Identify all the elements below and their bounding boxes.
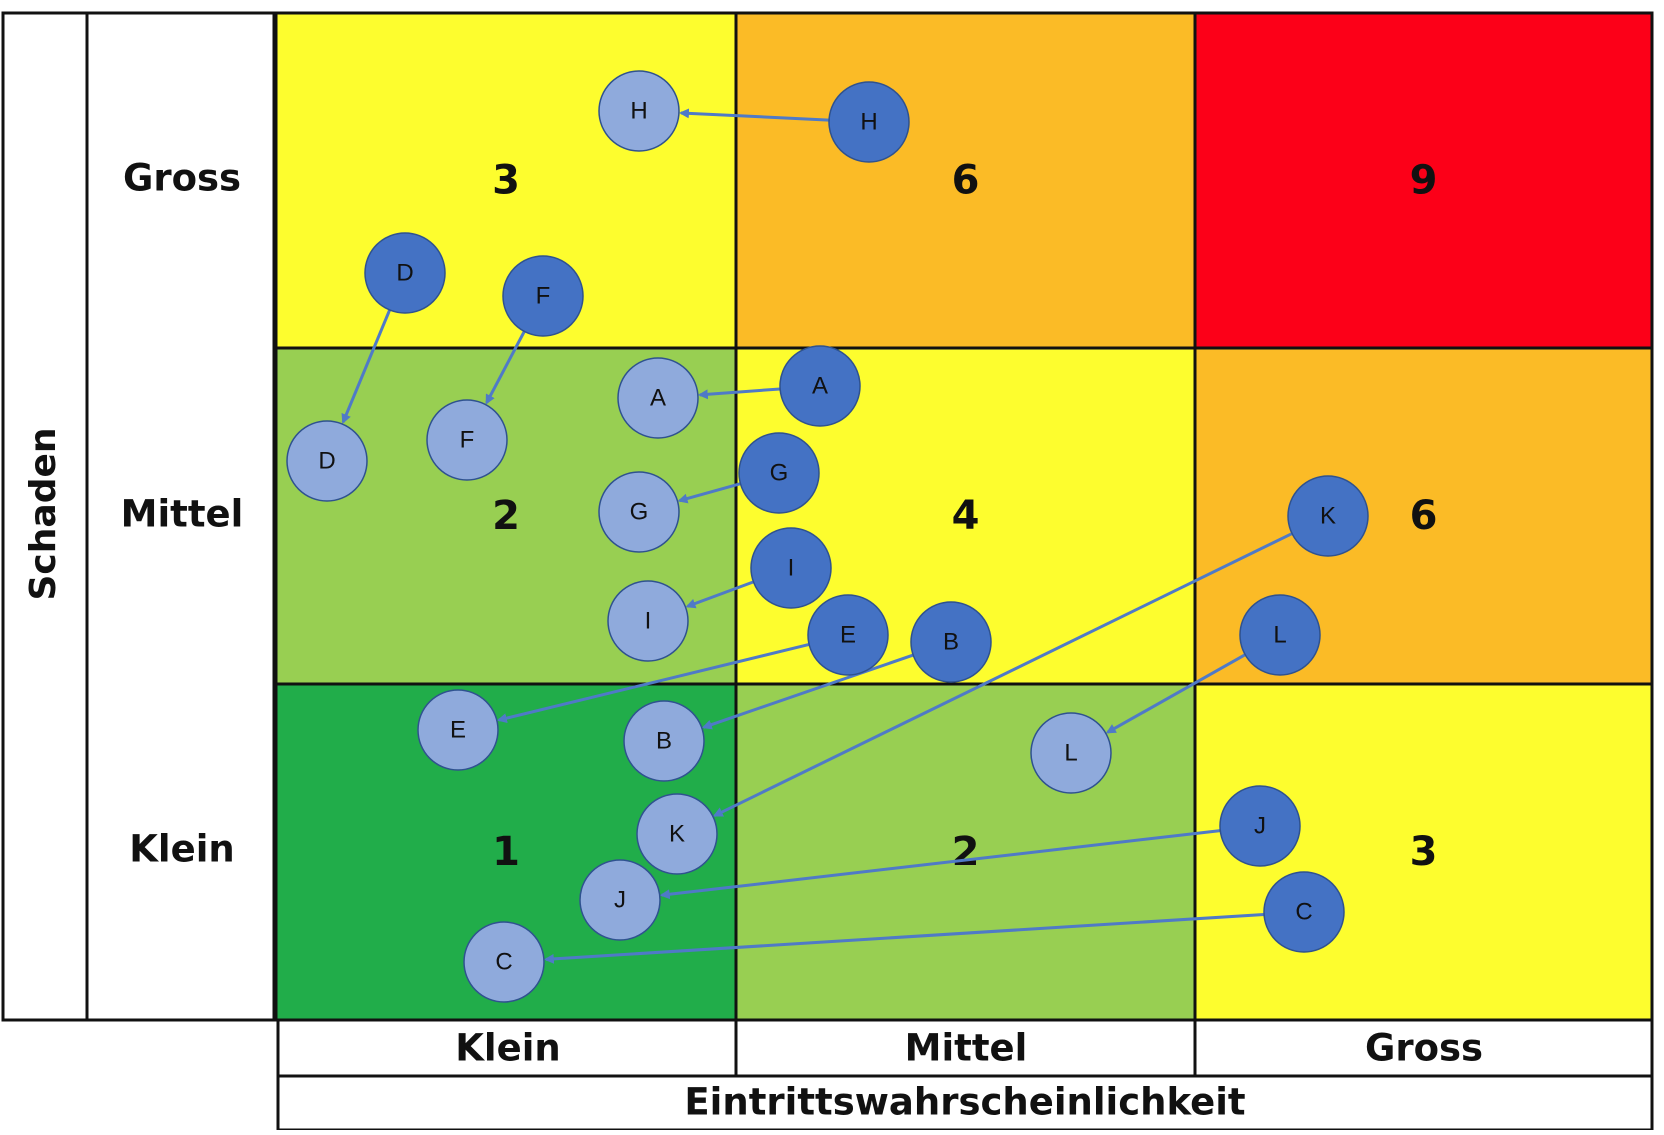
- risk-marker-label: E: [450, 716, 466, 743]
- risk-marker-label: B: [943, 628, 959, 655]
- y-axis-title-frame: [1, 11, 89, 1022]
- risk-marker-label: L: [1064, 739, 1077, 766]
- matrix-cell-r0-c1: [734, 11, 1197, 350]
- row-label-gross: Gross: [123, 157, 241, 200]
- matrix-cell-value: 9: [1410, 158, 1438, 204]
- risk-marker-before-g: G: [738, 432, 820, 514]
- risk-marker-label: L: [1273, 621, 1286, 648]
- risk-marker-label: F: [536, 282, 551, 309]
- risk-marker-label: D: [396, 259, 413, 286]
- risk-marker-label: K: [1320, 502, 1336, 529]
- col-label-klein: Klein: [455, 1027, 560, 1070]
- risk-marker-after-a: A: [617, 357, 699, 439]
- risk-marker-after-l: L: [1030, 712, 1112, 794]
- arrow-h: [678, 108, 830, 122]
- arrow-d: [341, 309, 392, 425]
- risk-marker-label: B: [656, 727, 672, 754]
- arrow-i: [685, 580, 755, 609]
- arrow-g: [677, 482, 741, 504]
- arrow-f: [485, 330, 526, 405]
- risk-marker-label: F: [460, 426, 475, 453]
- risk-marker-label: C: [1295, 898, 1312, 925]
- col-label-gross: Gross: [1365, 1027, 1483, 1070]
- risk-marker-after-i: I: [607, 580, 689, 662]
- row-label-mittel: Mittel: [121, 493, 244, 536]
- risk-marker-before-d: D: [364, 232, 446, 314]
- row-labels-frame: [85, 11, 276, 1022]
- risk-marker-label: C: [495, 948, 512, 975]
- risk-marker-label: G: [630, 498, 649, 525]
- y-axis-title: Schaden: [23, 427, 64, 600]
- x-axis-title-frame: [276, 1074, 1654, 1132]
- risk-marker-before-l: L: [1239, 594, 1321, 676]
- matrix-cell-value: 4: [952, 493, 980, 539]
- matrix-cells: 3 6 9 2 4 6 1 2 3: [274, 11, 1654, 1022]
- risk-marker-after-b: B: [623, 700, 705, 782]
- risk-marker-label: J: [1254, 812, 1266, 839]
- risk-marker-after-j: J: [579, 859, 661, 941]
- arrow-c: [543, 912, 1265, 964]
- arrow-l: [1105, 653, 1246, 734]
- x-axis-title: Eintrittswahrscheinlichkeit: [684, 1081, 1245, 1124]
- risk-marker-label: G: [770, 459, 789, 486]
- matrix-cell-value: 3: [492, 158, 520, 204]
- risk-marker-after-g: G: [598, 471, 680, 553]
- risk-marker-label: A: [650, 384, 666, 411]
- matrix-cell-r2-c1: [734, 682, 1197, 1022]
- matrix-cell-value: 2: [952, 829, 980, 875]
- matrix-cell-value: 6: [952, 158, 980, 204]
- risk-marker-label: I: [645, 607, 652, 634]
- risk-marker-before-c: C: [1263, 871, 1345, 953]
- risk-marker-before-a: A: [779, 345, 861, 427]
- risk-marker-label: J: [614, 886, 626, 913]
- risk-marker-label: A: [812, 372, 828, 399]
- arrow-j: [659, 829, 1221, 900]
- risk-marker-before-h: H: [828, 81, 910, 163]
- row-label-klein: Klein: [129, 828, 234, 871]
- risk-markers: A A B B C C D D E E F F G G H H I I J J K K L L: [286, 70, 1369, 1003]
- risk-marker-label: K: [669, 820, 685, 847]
- risk-marker-label: H: [860, 108, 877, 135]
- movement-arrows: [341, 108, 1293, 964]
- risk-marker-before-f: F: [502, 255, 584, 337]
- arrow-k: [712, 532, 1293, 817]
- arrow-b: [701, 653, 914, 730]
- arrow-e: [496, 643, 810, 724]
- risk-marker-label: H: [630, 97, 647, 124]
- risk-marker-after-f: F: [426, 399, 508, 481]
- risk-marker-before-b: B: [910, 601, 992, 683]
- risk-marker-label: D: [318, 447, 335, 474]
- risk-marker-before-k: K: [1287, 475, 1369, 557]
- col-label-mittel: Mittel: [905, 1027, 1028, 1070]
- risk-marker-before-e: E: [807, 594, 889, 676]
- risk-marker-after-k: K: [636, 793, 718, 875]
- matrix-cell-value: 3: [1410, 829, 1438, 875]
- matrix-cell-value: 2: [492, 493, 520, 539]
- risk-marker-after-h: H: [598, 70, 680, 152]
- matrix-cell-r0-c2: [1193, 11, 1654, 350]
- risk-marker-label: E: [840, 621, 856, 648]
- risk-marker-label: I: [788, 554, 795, 581]
- risk-marker-after-e: E: [417, 689, 499, 771]
- risk-marker-before-i: I: [750, 527, 832, 609]
- matrix-cell-value: 1: [492, 829, 520, 875]
- risk-marker-after-d: D: [286, 420, 368, 502]
- risk-marker-after-c: C: [463, 921, 545, 1003]
- risk-marker-before-j: J: [1219, 785, 1301, 867]
- matrix-cell-value: 6: [1410, 493, 1438, 539]
- arrow-a: [697, 387, 781, 400]
